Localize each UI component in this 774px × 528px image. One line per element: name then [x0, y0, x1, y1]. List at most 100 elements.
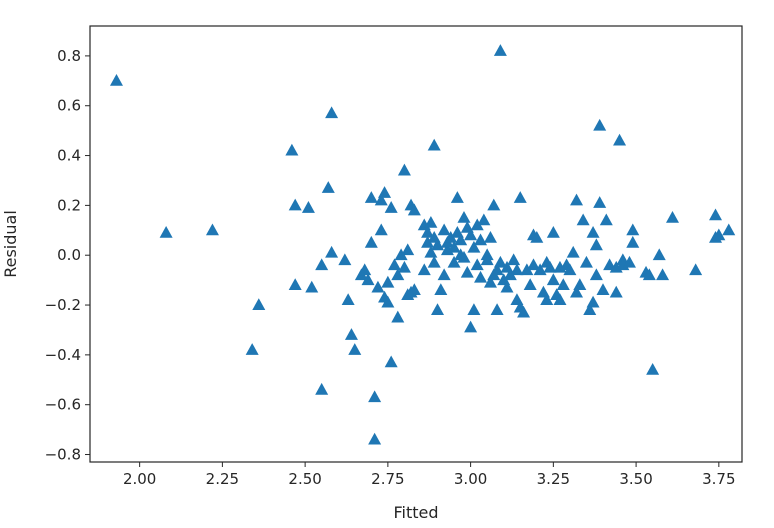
data-point [689, 263, 703, 276]
data-point [503, 268, 517, 281]
data-point [563, 263, 577, 276]
data-point [437, 223, 451, 236]
data-point [570, 193, 584, 206]
data-point [391, 310, 405, 323]
data-point [665, 211, 679, 223]
data-point [470, 258, 484, 271]
data-point [490, 303, 504, 315]
data-point [427, 138, 441, 151]
data-point [431, 303, 445, 315]
data-point [315, 258, 329, 271]
data-point [447, 255, 461, 268]
data-point [159, 225, 173, 238]
data-point [467, 240, 481, 253]
y-tick-label: 0.0 [57, 246, 81, 264]
data-point [609, 285, 623, 298]
data-point [570, 285, 584, 298]
data-point [493, 255, 507, 268]
x-tick-label: 3.00 [454, 470, 487, 488]
data-point [646, 362, 660, 375]
data-point [364, 191, 378, 203]
data-point [579, 255, 593, 268]
data-point [513, 191, 527, 203]
data-point [378, 186, 392, 198]
data-point [530, 230, 544, 243]
data-point [573, 278, 587, 291]
data-point [553, 293, 567, 306]
data-point [407, 283, 421, 296]
data-point [325, 106, 339, 119]
data-point [374, 223, 388, 236]
data-point [626, 235, 640, 248]
data-point [586, 295, 600, 308]
data-point [599, 213, 613, 226]
data-point [520, 263, 534, 276]
data-point [477, 213, 491, 226]
data-point [424, 216, 438, 228]
data-point [205, 223, 219, 236]
x-tick-label: 2.75 [371, 470, 404, 488]
data-point [556, 278, 570, 291]
data-point [457, 211, 471, 223]
data-point [652, 248, 666, 261]
y-axis: 0.8 0.6 0.4 0.2 0.0 −0.2 −0.4 −0.6 −0.8 [45, 47, 90, 464]
data-point [593, 196, 607, 208]
data-point [454, 233, 468, 246]
data-point [374, 193, 388, 206]
data-point [500, 280, 514, 293]
data-point [483, 230, 497, 243]
data-point [586, 225, 600, 238]
data-point [305, 280, 319, 293]
data-point [626, 223, 640, 236]
x-axis: 2.00 2.25 2.50 2.75 3.00 3.25 3.50 3.75 [123, 462, 736, 488]
data-point [364, 235, 378, 248]
data-point [427, 255, 441, 268]
y-tick-label: −0.8 [45, 446, 81, 464]
x-tick-label: 2.00 [123, 470, 156, 488]
data-point [709, 208, 723, 221]
data-point [464, 228, 478, 241]
data-point [397, 163, 411, 176]
data-point [642, 268, 656, 281]
y-tick-label: −0.6 [45, 396, 81, 414]
data-point [510, 263, 524, 276]
data-point [480, 253, 494, 266]
data-point [285, 143, 299, 156]
data-point [109, 73, 123, 86]
data-point [252, 298, 266, 310]
data-point [245, 343, 259, 355]
data-point [566, 245, 580, 258]
data-point [424, 245, 438, 258]
data-point [348, 343, 362, 355]
data-point [474, 233, 488, 246]
data-point [450, 191, 464, 203]
data-point [543, 260, 557, 273]
data-point [358, 263, 372, 276]
y-tick-label: 0.6 [57, 97, 81, 115]
data-point [397, 260, 411, 273]
data-point [546, 225, 560, 238]
y-tick-label: 0.4 [57, 147, 81, 165]
data-point [589, 268, 603, 281]
data-point [656, 268, 670, 281]
data-point [361, 273, 375, 286]
data-point [447, 240, 461, 253]
data-point [321, 181, 335, 193]
y-tick-label: −0.2 [45, 296, 81, 314]
data-point [391, 268, 405, 281]
data-point [613, 133, 627, 146]
data-point [315, 382, 329, 395]
data-point [474, 270, 488, 283]
data-point [540, 293, 554, 306]
data-point [325, 245, 339, 258]
y-tick-label: 0.8 [57, 47, 81, 65]
data-point [467, 303, 481, 315]
x-tick-label: 3.75 [702, 470, 735, 488]
data-point [288, 278, 302, 291]
data-point [712, 228, 726, 241]
data-point [622, 255, 636, 268]
data-point [576, 213, 590, 226]
plot-area [89, 25, 743, 463]
data-point [368, 432, 382, 445]
data-point [487, 198, 501, 211]
